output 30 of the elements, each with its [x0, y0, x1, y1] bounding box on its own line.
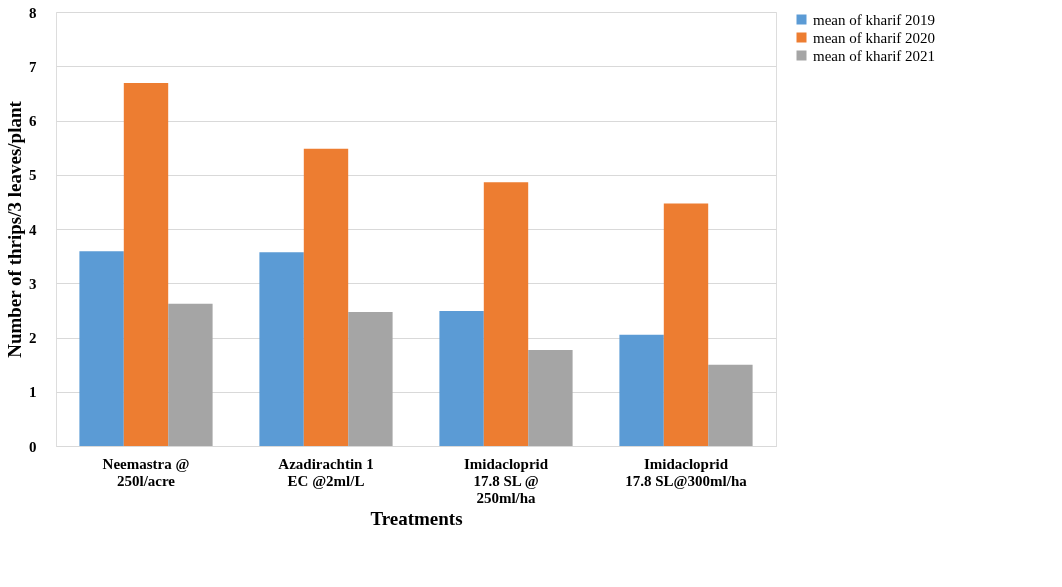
y-tick-label: 8	[29, 4, 37, 21]
x-axis-title: Treatments	[370, 507, 463, 529]
bar	[528, 349, 573, 446]
bar	[619, 334, 664, 446]
bar	[123, 83, 169, 446]
x-tick-label: Imidacloprid 17.8 SL @ 250ml/ha	[463, 455, 549, 506]
y-tick-label: 7	[29, 58, 37, 75]
bar	[439, 310, 484, 446]
y-tick-label: 4	[29, 221, 37, 238]
y-tick-label: 0	[29, 438, 37, 455]
bar	[483, 182, 529, 446]
y-tick-label: 6	[29, 113, 37, 129]
legend-label: mean of kharif 2020	[813, 29, 936, 46]
legend-label: mean of kharif 2021	[813, 47, 936, 64]
bar	[348, 312, 393, 446]
bar	[168, 303, 213, 446]
bar	[79, 251, 124, 446]
legend-label: mean of kharif 2019	[813, 11, 936, 28]
y-tick-label: 2	[29, 330, 37, 346]
y-tick-label: 3	[29, 275, 37, 292]
y-axis-title: Number of thrips/3 leaves/plant	[4, 100, 25, 358]
bar	[303, 148, 349, 446]
x-tick-label: Azadirachtin 1 EC @2ml/L	[278, 455, 374, 489]
x-tick-label: Neemastra @ 250l/acre	[102, 455, 190, 489]
bar	[259, 252, 304, 446]
y-tick-label: 5	[29, 167, 37, 184]
x-tick-label: Imidacloprid 17.8 SL@300ml/ha	[625, 455, 748, 489]
bar	[708, 364, 753, 446]
bar	[663, 203, 709, 446]
y-tick-label: 1	[29, 384, 37, 401]
